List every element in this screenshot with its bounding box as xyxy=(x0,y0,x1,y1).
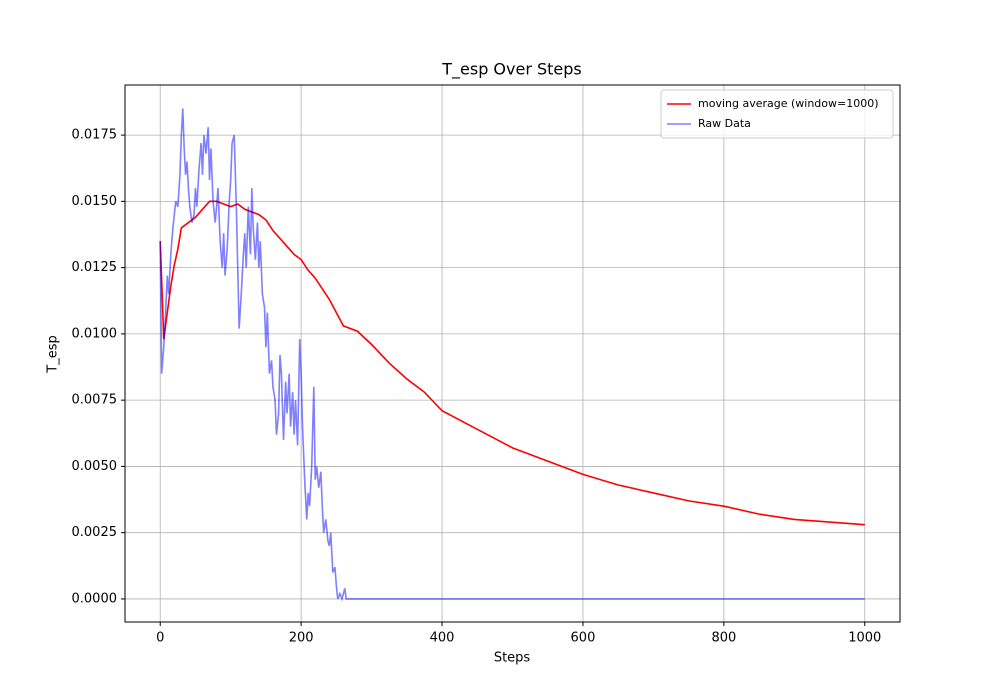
x-tick-label: 600 xyxy=(571,631,596,646)
legend-label: Raw Data xyxy=(698,117,751,130)
x-tick-label: 1000 xyxy=(848,631,881,646)
legend-label: moving average (window=1000) xyxy=(698,97,879,110)
legend-box xyxy=(660,89,894,139)
plot-area xyxy=(159,108,865,602)
y-tick-label: 0.0175 xyxy=(72,128,118,143)
y-tick-label: 0.0100 xyxy=(72,326,118,341)
data-line xyxy=(159,108,865,602)
y-tick-label: 0.0000 xyxy=(72,591,118,606)
y-tick-label: 0.0050 xyxy=(72,459,118,474)
y-tick-label: 0.0075 xyxy=(72,393,118,408)
x-tick-label: 800 xyxy=(711,631,736,646)
y-axis-label: T_esp xyxy=(46,335,61,373)
y-tick-label: 0.0025 xyxy=(72,525,118,540)
grid xyxy=(125,85,900,622)
x-tick-label: 200 xyxy=(289,631,314,646)
y-tick-label: 0.0125 xyxy=(72,260,118,275)
data-line xyxy=(159,200,865,526)
chart-title: T_esp Over Steps xyxy=(441,60,582,80)
y-tick-label: 0.0150 xyxy=(72,194,118,209)
x-tick-label: 0 xyxy=(156,631,164,646)
x-axis-label: Steps xyxy=(494,651,531,666)
axes-frame xyxy=(124,84,901,623)
legend: moving average (window=1000) Raw Data xyxy=(660,89,894,139)
x-tick-label: 400 xyxy=(430,631,455,646)
